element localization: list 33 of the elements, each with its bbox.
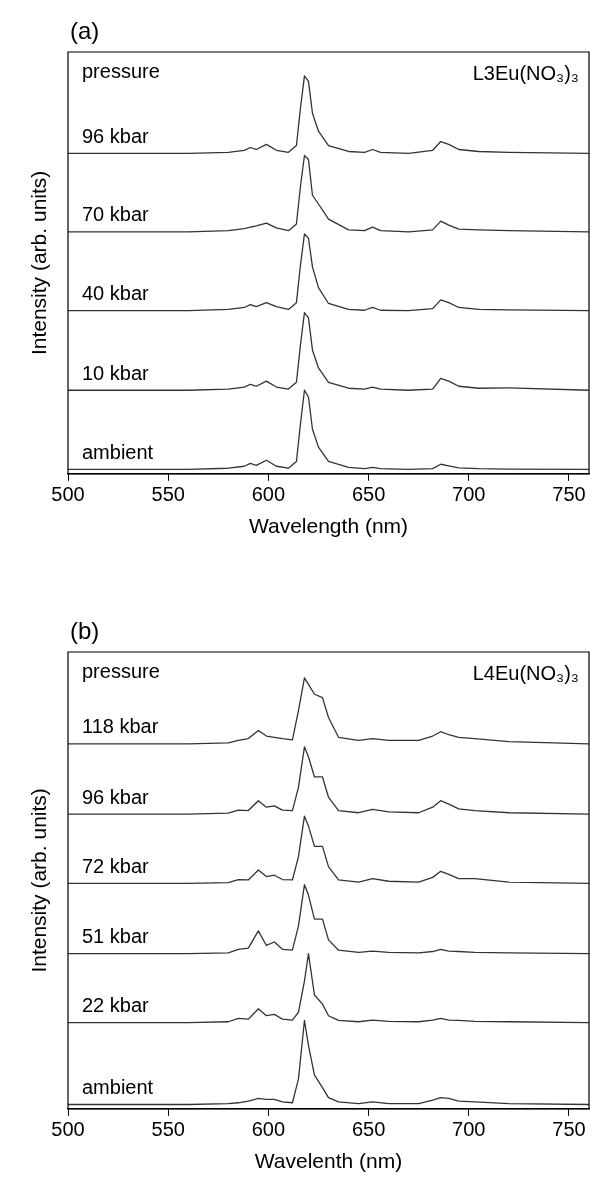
x-tick-label: 500 [51,1118,85,1141]
chart-title: (a) [70,16,100,44]
x-tick-label: 750 [552,483,586,506]
y-axis-title: Intensity (arb. units) [26,788,50,973]
series-label: 96 kbar [82,785,150,808]
annotation: pressure [82,59,160,82]
x-tick-label: 550 [151,483,185,506]
series-label: 40 kbar [82,282,150,305]
series-label: 96 kbar [82,124,150,147]
x-tick-label: 650 [351,1118,386,1141]
x-tick-label: 500 [51,483,85,506]
x-tick-label: 600 [251,483,286,506]
x-axis-title: Wavelength (nm) [248,514,409,538]
chart-title: (b) [70,616,100,644]
annotation: L4Eu(NO₃)₃ [472,661,579,684]
series-label: 22 kbar [82,994,150,1017]
annotation: pressure [82,659,160,682]
series-label: 118 kbar [82,715,159,738]
x-tick-label: 700 [452,1118,486,1141]
x-tick-label: 550 [151,1118,185,1141]
series-label: 51 kbar [82,925,150,948]
x-axis-title: Wavelenth (nm) [254,1149,403,1173]
x-tick-label: 650 [351,483,386,506]
y-axis-title: Intensity (arb. units) [26,170,50,356]
series-label: ambient [82,1076,154,1099]
x-tick-label: 700 [452,483,486,506]
annotation: L3Eu(NO₃)₃ [472,61,579,84]
series-label: 10 kbar [82,361,150,384]
series-label: ambient [82,440,154,463]
series-label: 72 kbar [82,854,150,877]
x-tick-label: 750 [552,1118,586,1141]
series-label: 70 kbar [82,203,150,226]
x-tick-label: 600 [251,1118,286,1141]
